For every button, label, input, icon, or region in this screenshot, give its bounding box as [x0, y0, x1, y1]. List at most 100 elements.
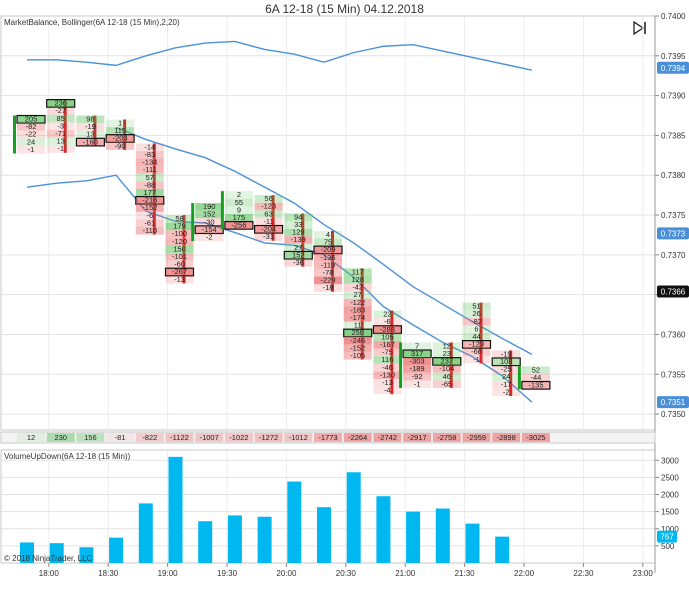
volume-cell-value: -1 [414, 379, 421, 388]
volume-cell [432, 380, 461, 389]
volume-cell [46, 129, 75, 138]
price-tick-label: 0.7355 [661, 370, 686, 379]
volume-cell-value: -122 [350, 298, 365, 307]
volume-cell [373, 340, 402, 349]
volume-cell [46, 122, 75, 130]
volume-cell-value: -134 [142, 158, 157, 167]
volume-cell-value: 55 [235, 198, 243, 207]
volume-cell [135, 188, 164, 197]
volume-cell-value: 117 [352, 267, 364, 276]
window-title: 6A 12-18 (15 Min) 04.12.2018 [265, 2, 424, 16]
volume-cell-value: -111 [143, 165, 157, 174]
volume-cell [314, 284, 342, 292]
volume-cell-value: 236 [54, 99, 67, 108]
bollinger-middle-line [115, 126, 533, 355]
volume-cell [224, 220, 254, 230]
volume-cell [165, 245, 194, 254]
volume-cell [17, 130, 45, 139]
volume-cell-value: -71 [55, 129, 66, 138]
price-tag-label: 0.7394 [661, 64, 686, 73]
time-tick-label: 22:00 [514, 569, 535, 578]
summary-value: -1122 [170, 433, 189, 442]
summary-value: -3025 [526, 433, 545, 442]
volume-bar [495, 536, 510, 563]
volume-bar [406, 511, 421, 563]
volume-cell-value: 94 [294, 212, 302, 221]
volume-cell [135, 181, 164, 189]
volume-cell-value: -3 [57, 121, 64, 130]
volume-cell-value: -135 [528, 381, 543, 390]
volume-cell-value: -152 [142, 203, 157, 212]
volume-bar [317, 507, 331, 563]
volume-cell [224, 213, 253, 222]
candle-body [509, 350, 513, 396]
volume-cell-value: -11 [263, 217, 273, 226]
price-tick-label: 0.7360 [661, 330, 686, 339]
volume-value-tag [657, 530, 677, 543]
volume-cell-value: 129 [292, 228, 305, 237]
volume-cell-value: -66 [471, 347, 482, 356]
summary-cell [224, 433, 253, 442]
volume-cell-value: -136 [320, 253, 335, 262]
volume-cell [135, 219, 164, 227]
volume-cell [432, 357, 462, 366]
volume-cell [432, 365, 461, 373]
volume-cell-value: 85 [57, 114, 65, 123]
volume-cell-value: 23 [443, 349, 451, 358]
summary-value: 156 [84, 433, 97, 442]
volume-cell [373, 348, 402, 357]
volume-bar [346, 472, 361, 563]
volume-cell-value: -123 [261, 202, 276, 211]
volume-cell [284, 259, 313, 267]
volume-cell [76, 123, 105, 131]
volume-bar [465, 523, 480, 563]
volume-panel-label: VolumeUpDown(6A 12-18 (15 Min)) [4, 452, 131, 461]
summary-cell [284, 433, 313, 442]
summary-value: -1007 [200, 433, 219, 442]
volume-cell-value: 179 [173, 222, 186, 231]
volume-cell [165, 215, 194, 223]
price-tick-label: 0.7380 [661, 171, 686, 180]
volume-cell [17, 145, 45, 154]
volume-cell [343, 313, 372, 322]
volume-cell-value: 6 [474, 324, 478, 333]
time-tick-label: 22:30 [573, 569, 594, 578]
candle-body [517, 366, 521, 390]
summary-cell [135, 433, 164, 442]
next-chart-icon[interactable] [632, 20, 648, 36]
volume-cell [403, 372, 432, 381]
volume-cell [224, 206, 253, 214]
price-tick-label: 0.7390 [661, 92, 686, 101]
volume-tick-label: 2500 [661, 473, 679, 482]
volume-cell-value: -104 [439, 364, 454, 373]
volume-cell [195, 233, 224, 242]
volume-bar [20, 542, 34, 563]
volume-bars [20, 456, 510, 563]
summary-cell [195, 433, 224, 442]
volume-cell [492, 365, 521, 374]
volume-cell-value: -75 [382, 348, 393, 357]
volume-cell [462, 302, 491, 311]
volume-cell [165, 260, 194, 269]
volume-cell-value: -90 [115, 141, 126, 150]
volume-cell [16, 114, 46, 124]
volume-cell-value: -42 [352, 283, 363, 292]
labels: 0.7400 0.7395 0.7390 0.7385 0.7380 0.7375 0.73… [4, 12, 689, 578]
price-tag [657, 396, 689, 409]
volume-cell [314, 268, 342, 277]
volume-cell [521, 373, 550, 382]
volume-cell [46, 137, 75, 146]
bar-summary-row: 12 230 156 -81 -822 -1122 -1007 -1022 -1272 -1012… [0, 431, 656, 444]
volume-cell-value: 175 [233, 213, 246, 222]
volume-bar [138, 503, 153, 563]
summary-cell [314, 433, 342, 442]
volume-cell-value: -209 [320, 245, 335, 254]
volume-cell-value: -13 [382, 378, 393, 387]
volume-cell-value: 4 [326, 230, 330, 239]
volume-cell-value: -216 [142, 196, 157, 205]
volume-cell [372, 325, 402, 334]
candle-body [390, 310, 394, 395]
volume-value-tag-label: 767 [660, 533, 674, 542]
summary-value: -2264 [348, 433, 367, 442]
